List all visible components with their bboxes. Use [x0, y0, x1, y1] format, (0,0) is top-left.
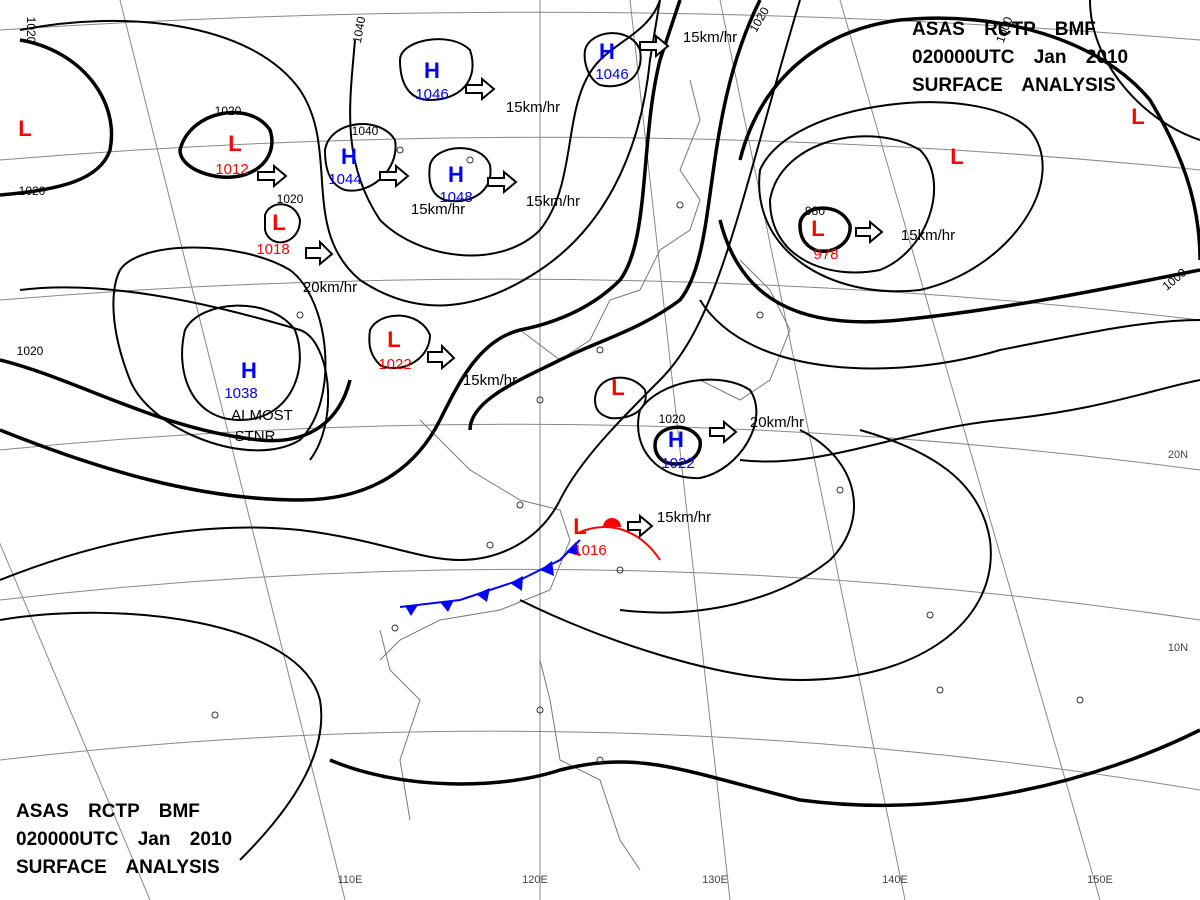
pressure-center: L [387, 327, 400, 352]
motion-label: 15km/hr [901, 227, 955, 244]
pressure-center: H [448, 162, 464, 187]
longitude-label: 150E [1087, 874, 1113, 886]
footer-line: SURFACE ANALYSIS [16, 857, 220, 878]
motion-label: 15km/hr [411, 201, 465, 218]
longitude-label: 120E [522, 874, 548, 886]
isobar-label: 1040 [352, 124, 379, 138]
isobar-label: 1020 [215, 104, 242, 118]
motion-label: 20km/hr [750, 414, 804, 431]
pressure-center: L [811, 216, 824, 241]
isobar-label: 1020 [277, 192, 304, 206]
motion-arrows [257, 33, 884, 539]
motion-label: 15km/hr [657, 509, 711, 526]
pressure-center: L [18, 116, 31, 141]
header-line: ASAS RCTP BMF [912, 19, 1096, 40]
isobar-label: 1020 [24, 17, 38, 44]
isobar-label: 1020 [19, 184, 46, 198]
center-pressure: 1038 [224, 385, 257, 402]
footer-line: 020000UTC Jan 2010 [16, 829, 232, 850]
pressure-center: H [424, 58, 440, 83]
center-pressure: 1022 [378, 356, 411, 373]
isobar-label: 1020 [17, 344, 44, 358]
center-pressure: 1046 [595, 66, 628, 83]
annotation: ALMOST [231, 407, 293, 424]
center-pressure: 1022 [661, 455, 694, 472]
motion-label: 15km/hr [463, 372, 517, 389]
center-pressure: 978 [813, 246, 838, 263]
pressure-center: L [950, 144, 963, 169]
center-pressure: 1046 [415, 86, 448, 103]
stations [211, 146, 1084, 764]
header-line: SURFACE ANALYSIS [912, 75, 1116, 96]
motion-label: 20km/hr [303, 279, 357, 296]
footer-line: ASAS RCTP BMF [16, 801, 200, 822]
latitude-label: 10N [1168, 642, 1188, 654]
pressure-center: L [272, 210, 285, 235]
center-pressure: 1044 [328, 171, 361, 188]
coastline [379, 79, 791, 871]
pressure-center: L [573, 514, 586, 539]
pressure-center: H [241, 358, 257, 383]
header-line: 020000UTC Jan 2010 [912, 47, 1128, 68]
center-pressure: 1012 [215, 161, 248, 178]
pressure-center: L [228, 131, 241, 156]
longitude-label: 140E [882, 874, 908, 886]
pressure-center: L [611, 375, 624, 400]
longitude-label: 130E [702, 874, 728, 886]
motion-label: 15km/hr [526, 193, 580, 210]
pressure-center: H [599, 39, 615, 64]
isobars [0, 0, 1200, 861]
isobar-label: 1020 [659, 412, 686, 426]
center-pressure: 1018 [256, 241, 289, 258]
pressure-center: H [341, 144, 357, 169]
longitude-label: 110E [338, 874, 363, 886]
isobar-label: 980 [805, 204, 825, 218]
annotation: STNR [235, 428, 276, 445]
pressure-center: L [1131, 104, 1144, 129]
front [399, 518, 661, 616]
pressure-center: H [668, 427, 684, 452]
motion-label: 15km/hr [506, 99, 560, 116]
isobar-label: 1040 [350, 15, 368, 44]
motion-label: 15km/hr [683, 29, 737, 46]
center-pressure: 1048 [439, 189, 472, 206]
latitude-label: 20N [1168, 449, 1188, 461]
center-pressure: 1016 [573, 542, 606, 559]
